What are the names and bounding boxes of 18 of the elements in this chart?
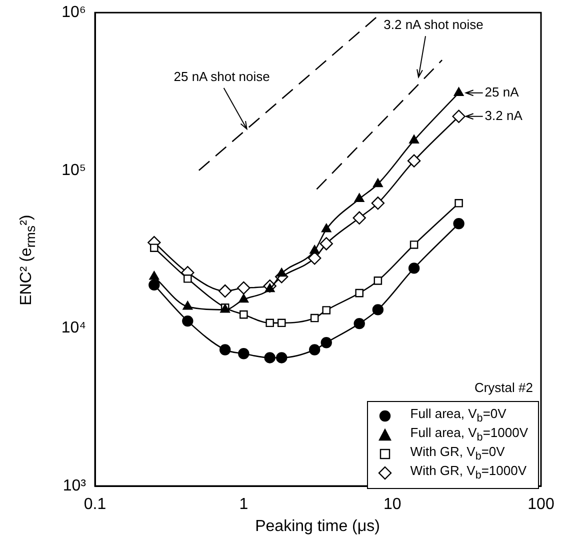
legend-label: Full area, V$_{b}$=1000V (410, 425, 528, 444)
y-tick-label: 10⁴ (61, 320, 86, 337)
x-tick-label: 0.1 (84, 496, 106, 514)
annotation: 25 nA (484, 84, 520, 100)
legend-title: Crystal #2 (474, 380, 533, 395)
x-tick-label: 10 (383, 496, 402, 514)
x-tick-label: 100 (528, 496, 554, 514)
x-tick-label: 1 (239, 496, 248, 514)
y-tick-label: 10⁵ (62, 162, 86, 179)
annotation: 3.2 nA shot noise (384, 17, 484, 32)
y-tick-label: 10⁶ (62, 4, 86, 22)
annotation: 3.2 nA (484, 108, 523, 123)
annotation: 25 nA shot noise (174, 69, 270, 84)
x-axis-title: Peaking time (μs) (254, 518, 381, 536)
y-tick-label: 10³ (62, 477, 87, 494)
legend-label: With GR, V$_{b}$=1000V (410, 463, 527, 482)
legend-label: Full area, V$_{b}$=0V (410, 406, 506, 425)
legend-label: With GR, V$_{b}$=0V (410, 444, 505, 463)
